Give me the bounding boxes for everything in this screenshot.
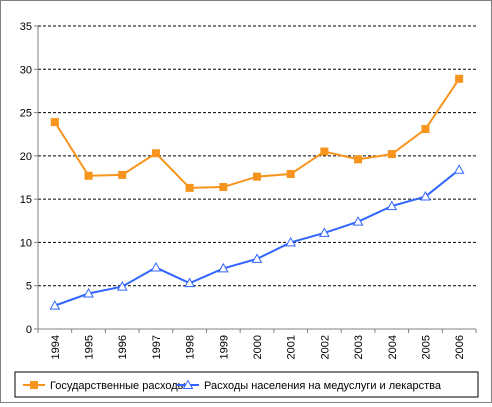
x-tick-label: 2005 — [420, 335, 432, 359]
square-marker — [455, 74, 464, 83]
x-tick-label: 2001 — [286, 335, 298, 359]
triangle-marker — [184, 277, 195, 288]
y-tick-label: 25 — [20, 108, 32, 120]
square-marker — [253, 172, 261, 181]
square-marker — [185, 183, 194, 192]
square-marker — [387, 150, 396, 159]
triangle-marker — [453, 164, 465, 174]
y-tick-label: 30 — [20, 64, 32, 76]
triangle-marker — [319, 227, 330, 237]
square-marker — [286, 170, 295, 179]
square-marker — [50, 118, 59, 127]
x-tick-label: 1997 — [151, 335, 163, 359]
series-2 — [49, 164, 465, 310]
legend-box — [14, 371, 479, 398]
triangle-marker — [116, 281, 128, 291]
triangle-marker — [285, 236, 297, 247]
series-group — [49, 74, 465, 310]
x-tick-label: 1994 — [50, 335, 62, 359]
axes — [37, 26, 476, 330]
y-axis-ticks: 0 5 10 15 20 25 30 35 — [20, 21, 38, 336]
x-tick-label: 2006 — [454, 335, 466, 359]
legend-marker — [182, 379, 194, 389]
x-tick-label: 1998 — [185, 335, 197, 359]
x-tick-label: 1995 — [84, 335, 96, 359]
series-line — [53, 78, 460, 189]
x-axis-ticks: 1994 1995 1996 1997 1998 1999 2000 2001 2002 2003… — [37, 329, 477, 359]
y-tick-label: 10 — [20, 237, 32, 249]
triangle-marker — [49, 300, 61, 310]
square-marker — [151, 149, 160, 158]
y-tick-label: 0 — [26, 324, 32, 336]
square-marker — [421, 125, 430, 134]
x-tick-label: 1999 — [218, 335, 230, 359]
triangle-marker — [386, 200, 398, 211]
y-tick-label: 5 — [26, 281, 32, 293]
square-marker — [320, 147, 329, 156]
x-tick-label: 1996 — [117, 335, 129, 359]
gridlines — [38, 25, 476, 287]
triangle-marker — [420, 191, 431, 201]
legend-marker — [30, 381, 38, 389]
legend: Государственные расходы Расходы населения… — [14, 371, 479, 398]
triangle-marker — [352, 216, 364, 226]
y-tick-label: 20 — [20, 151, 32, 163]
x-tick-label: 2003 — [353, 335, 365, 359]
triangle-marker — [150, 262, 162, 272]
x-tick-label: 2000 — [252, 335, 264, 359]
y-tick-label: 15 — [20, 194, 32, 206]
y-tick-label: 35 — [20, 21, 32, 33]
triangle-marker — [83, 287, 94, 298]
square-marker — [219, 183, 228, 192]
series-1 — [50, 74, 464, 192]
triangle-marker — [217, 262, 229, 273]
triangle-marker — [251, 253, 263, 263]
x-tick-label: 2004 — [387, 335, 399, 359]
x-tick-label: 2002 — [319, 335, 331, 359]
square-marker — [354, 155, 363, 164]
square-marker — [118, 170, 127, 179]
legend-label: Расходы населения на медуслуги и лекарст… — [204, 380, 442, 392]
legend-label: Государственные расходы — [50, 380, 186, 392]
square-marker — [84, 171, 93, 180]
